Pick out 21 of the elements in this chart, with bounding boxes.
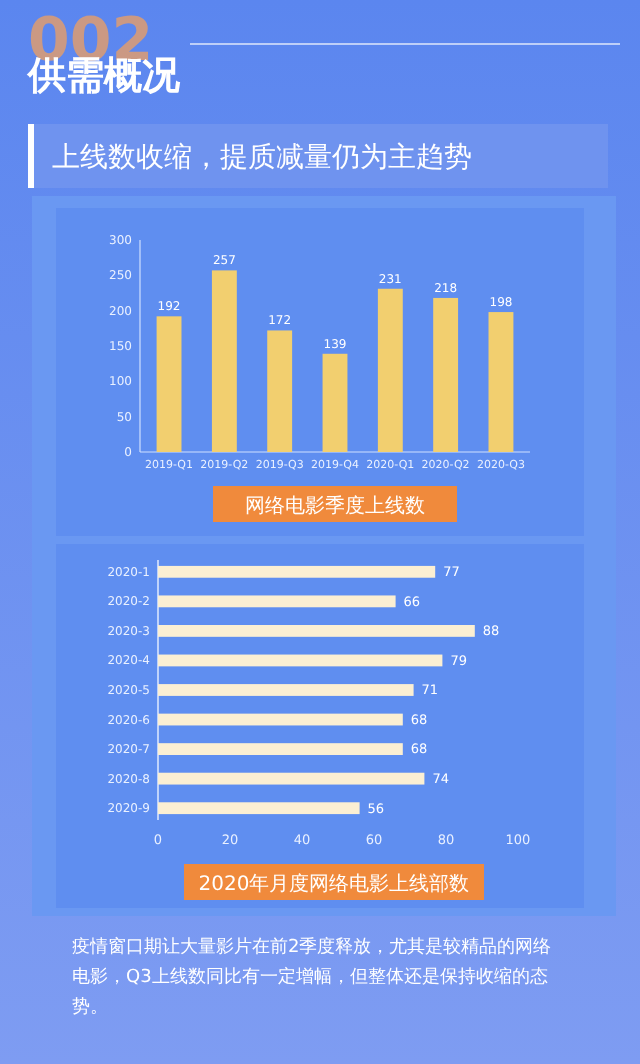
bar: [433, 297, 459, 452]
x-axis-title: 2020年月度网络电影上线部数: [198, 872, 470, 896]
bar: [158, 743, 403, 755]
bar: [267, 330, 293, 452]
bar: [158, 684, 414, 696]
bar: [158, 654, 443, 667]
bar: [158, 713, 403, 726]
bar: [488, 312, 514, 452]
x-axis-title: 网络电影季度上线数: [245, 494, 425, 518]
bar: [158, 565, 436, 578]
bar: [158, 625, 475, 637]
bar: [322, 353, 348, 452]
bar: [158, 595, 396, 608]
bar: [211, 270, 237, 452]
chart-subtitle: 上线数收缩，提质减量仍为主趋势: [52, 142, 472, 174]
text: 疫情窗口期让大量影片在前2季度释放，尤其是较精品的网络电影，Q3上线数同比有一定增幅，但整体还是保持收缩的态势。: [72, 936, 552, 1018]
bar: [156, 316, 182, 452]
bar: [158, 802, 360, 815]
chart-title: 供需概况: [26, 54, 182, 98]
bar: [377, 288, 403, 452]
bar: [158, 772, 425, 785]
